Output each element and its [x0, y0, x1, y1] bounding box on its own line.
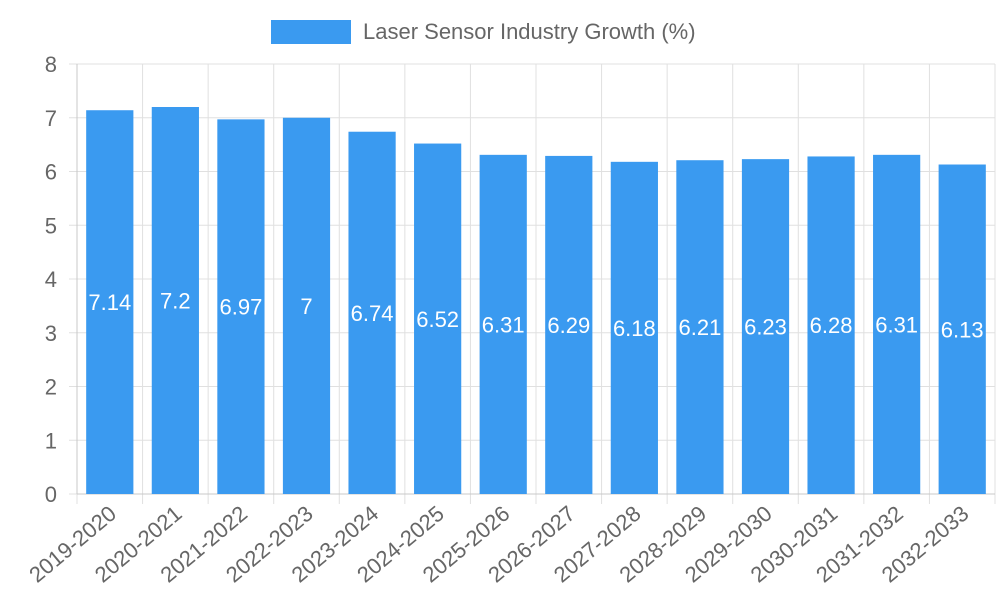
bar[interactable] [938, 164, 986, 494]
legend-label: Laser Sensor Industry Growth (%) [363, 19, 696, 44]
bar[interactable] [479, 154, 527, 494]
data-label: 7.14 [88, 290, 131, 315]
y-tick-label: 7 [45, 106, 57, 131]
y-tick-label: 1 [45, 428, 57, 453]
bar[interactable] [348, 131, 396, 494]
bar[interactable] [676, 160, 724, 494]
data-labels: 7.14 7.2 6.97 7 6.74 6.52 6.31 6.29 6.18 6.21 6.23… [88, 289, 983, 343]
data-label: 6.97 [220, 295, 263, 320]
data-label: 6.31 [482, 312, 525, 337]
y-tick-label: 5 [45, 213, 57, 238]
grid [69, 63, 996, 504]
legend-swatch [271, 20, 351, 44]
data-label: 6.18 [613, 316, 656, 341]
legend[interactable]: Laser Sensor Industry Growth (%) [271, 19, 696, 44]
bars [86, 107, 986, 495]
data-label: 7.2 [160, 289, 191, 314]
data-label: 6.23 [744, 315, 787, 340]
bar[interactable] [217, 119, 265, 495]
data-label: 6.21 [679, 315, 722, 340]
data-label: 6.74 [351, 301, 394, 326]
y-axis-ticks: 0 1 2 3 4 5 6 7 8 [45, 52, 57, 507]
data-label: 7 [300, 294, 312, 319]
x-axis-ticks: 2019-20202020-20212021-20222022-20232023… [24, 501, 973, 588]
bar[interactable] [414, 143, 462, 495]
y-tick-label: 0 [45, 482, 57, 507]
bar[interactable] [151, 107, 199, 494]
data-label: 6.52 [416, 307, 459, 332]
bar[interactable] [545, 155, 593, 494]
data-label: 6.31 [875, 312, 918, 337]
bar[interactable] [807, 156, 855, 494]
bar[interactable] [610, 161, 658, 494]
bar[interactable] [86, 110, 134, 494]
y-tick-label: 8 [45, 52, 57, 77]
y-tick-label: 4 [45, 267, 57, 292]
data-label: 6.28 [810, 313, 853, 338]
y-tick-label: 3 [45, 321, 57, 346]
bar[interactable] [282, 117, 331, 494]
y-tick-label: 2 [45, 375, 57, 400]
bar[interactable] [873, 154, 921, 494]
bar[interactable] [741, 159, 790, 494]
data-label: 6.13 [941, 317, 984, 342]
y-tick-label: 6 [45, 160, 57, 185]
data-label: 6.29 [547, 313, 590, 338]
